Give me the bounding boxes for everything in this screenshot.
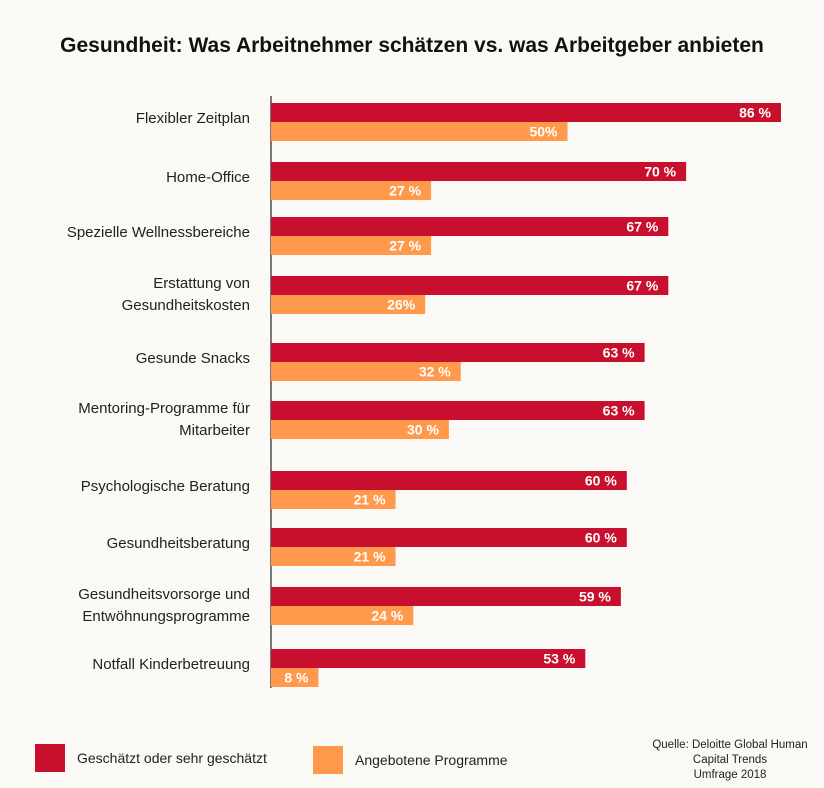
data-label-valued-8: 59 % [579,589,611,605]
data-label-valued-7: 60 % [585,530,617,546]
data-label-valued-5: 63 % [603,403,635,419]
legend-swatch-offered [313,746,343,774]
data-label-offered-1: 27 % [389,183,421,199]
bar-valued-8 [271,587,621,606]
data-label-valued-2: 67 % [626,219,658,235]
source-note: Quelle: Deloitte Global Human Capital Tr… [652,739,808,781]
bar-offered-9 [271,668,319,687]
data-label-offered-6: 21 % [354,492,386,508]
data-label-valued-0: 86 % [739,105,771,121]
bar-offered-0 [271,122,568,141]
bar-valued-4 [271,343,645,362]
data-label-valued-1: 70 % [644,164,676,180]
data-label-valued-9: 53 % [543,651,575,667]
bar-offered-2 [271,236,432,255]
data-label-offered-5: 30 % [407,422,439,438]
category-label-5: Mentoring-Programme für Mitarbeiter [78,400,250,439]
legend-swatch-valued [35,744,65,772]
bar-valued-6 [271,471,627,490]
data-label-offered-4: 32 % [419,364,451,380]
chart-title: Gesundheit: Was Arbeitnehmer schätzen vs… [60,34,764,57]
data-label-offered-3: 26% [387,297,416,313]
bar-valued-2 [271,217,669,236]
legend-item-valued: Geschätzt oder sehr geschätzt [35,744,267,772]
data-label-offered-9: 8 % [284,670,309,686]
bar-offered-5 [271,420,449,439]
data-label-valued-6: 60 % [585,473,617,489]
data-label-offered-8: 24 % [371,608,403,624]
category-label-9: Notfall Kinderbetreuung [92,656,250,673]
category-label-6: Psychologische Beratung [80,478,250,495]
bar-offered-8 [271,606,414,625]
legend-label-valued: Geschätzt oder sehr geschätzt [77,750,267,766]
category-label-2: Spezielle Wellnessbereiche [66,224,250,241]
bar-valued-3 [271,276,669,295]
bar-valued-9 [271,649,586,668]
category-label-3: Erstattung von Gesundheitskosten [121,275,250,314]
data-label-valued-4: 63 % [603,345,635,361]
legend-item-offered: Angebotene Programme [313,746,508,774]
legend-label-offered: Angebotene Programme [355,752,508,768]
bar-offered-1 [271,181,432,200]
data-label-offered-7: 21 % [354,549,386,565]
bar-valued-0 [271,103,781,122]
category-label-0: Flexibler Zeitplan [135,110,250,127]
bar-offered-6 [271,490,396,509]
category-label-7: Gesundheitsberatung [106,535,250,552]
bar-offered-4 [271,362,461,381]
data-label-offered-0: 50% [529,124,558,140]
category-label-1: Home-Office [166,169,250,186]
data-label-valued-3: 67 % [626,278,658,294]
bar-offered-3 [271,295,426,314]
bar-valued-5 [271,401,645,420]
category-label-4: Gesunde Snacks [135,350,250,367]
category-label-8: Gesundheitsvorsorge und Entwöhnungsprogr… [78,586,250,625]
bar-valued-7 [271,528,627,547]
bar-valued-1 [271,162,687,181]
data-label-offered-2: 27 % [389,238,421,254]
bar-offered-7 [271,547,396,566]
